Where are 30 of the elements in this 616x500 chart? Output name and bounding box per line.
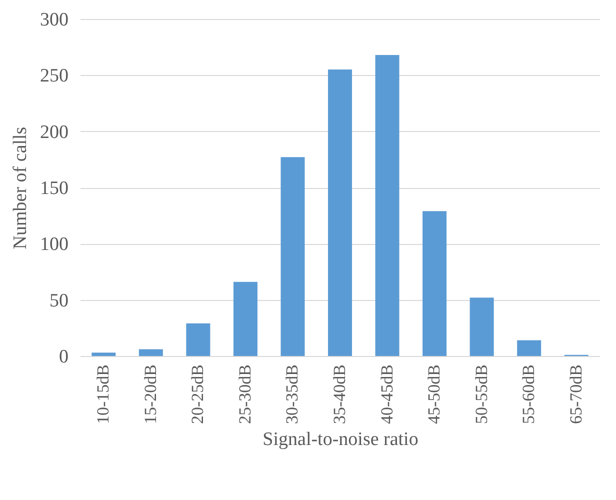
y-tick-label: 50 <box>50 290 68 312</box>
x-tick-label: 40-45dB <box>377 364 396 424</box>
bar <box>470 298 494 356</box>
bar <box>517 340 542 356</box>
bar <box>233 282 258 356</box>
x-tick-label: 30-35dB <box>282 364 302 424</box>
x-tick-label: 35-40dB <box>330 364 349 424</box>
x-tick-label: 65-70dB <box>566 364 586 424</box>
y-tick-label: 200 <box>40 122 68 143</box>
x-tick-label: 45-50dB <box>424 364 444 424</box>
bar <box>92 352 116 356</box>
x-tick-label: 50-55dB <box>472 364 491 424</box>
x-tick-label: 15-20dB <box>140 364 160 424</box>
y-tick-label: 100 <box>40 234 68 256</box>
bar <box>422 211 447 356</box>
bar <box>328 70 352 356</box>
x-tick-label: 55-60dB <box>519 364 538 424</box>
y-tick-label: 300 <box>40 10 68 30</box>
x-tick-label: 10-15dB <box>94 364 113 424</box>
y-tick-label: 150 <box>40 178 68 199</box>
x-tick-label: 20-25dB <box>188 364 208 424</box>
bar <box>138 349 163 356</box>
y-tick-label: 0 <box>59 346 68 368</box>
x-axis-title: Signal-to-noise ratio <box>262 429 418 450</box>
x-tick-label: 25-30dB <box>235 364 254 424</box>
bar <box>280 157 305 356</box>
bar <box>375 54 400 356</box>
bar <box>186 323 210 356</box>
y-tick-label: 250 <box>40 66 68 87</box>
y-axis-title: Number of calls <box>10 126 31 250</box>
